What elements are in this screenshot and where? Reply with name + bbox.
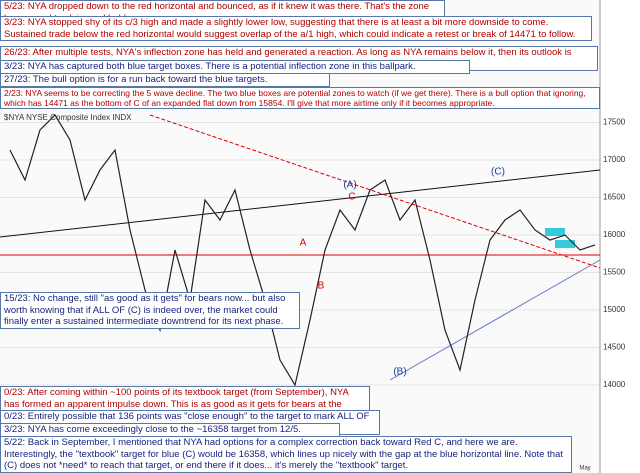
y-tick-label: 17000 bbox=[603, 155, 626, 164]
red-trend-line bbox=[149, 114, 601, 269]
y-tick-label: 14000 bbox=[603, 380, 626, 389]
wave-label: B bbox=[318, 281, 325, 292]
x-tick-label: May bbox=[579, 466, 590, 472]
y-tick-label: 17500 bbox=[603, 118, 626, 127]
annotation: 5/22: Back in September, I mentioned tha… bbox=[0, 436, 572, 473]
y-tick-label: 15500 bbox=[603, 268, 626, 277]
target-box bbox=[545, 228, 565, 236]
y-tick-label: 15000 bbox=[603, 305, 626, 314]
annotation: 27/23: The bull option is for a run back… bbox=[0, 73, 330, 87]
blue-trend-line bbox=[389, 259, 601, 381]
annotation: 3/23: NYA has come exceedingly close to … bbox=[0, 423, 340, 437]
annotation: 15/23: No change, still "as good as it g… bbox=[0, 292, 300, 329]
annotation: 3/23: NYA stopped shy of its c/3 high an… bbox=[0, 16, 592, 41]
wave-label: (C) bbox=[491, 167, 505, 178]
wave-label: A bbox=[300, 238, 307, 249]
wave-label: (A) bbox=[343, 180, 356, 191]
annotation: 3/23: NYA has captured both blue target … bbox=[0, 60, 470, 74]
y-tick-label: 14500 bbox=[603, 343, 626, 352]
wave-label: C bbox=[348, 192, 355, 203]
target-box bbox=[555, 240, 575, 248]
chart-title: $NYA NYSE Composite Index INDX bbox=[4, 113, 132, 122]
trend-line bbox=[0, 169, 601, 238]
y-tick-label: 16500 bbox=[603, 193, 626, 202]
y-tick-label: 16000 bbox=[603, 230, 626, 239]
annotation: 2/23: NYA seems to be correcting the 5 w… bbox=[0, 87, 600, 109]
wave-label: (B) bbox=[393, 367, 406, 378]
price-line bbox=[9, 114, 596, 387]
